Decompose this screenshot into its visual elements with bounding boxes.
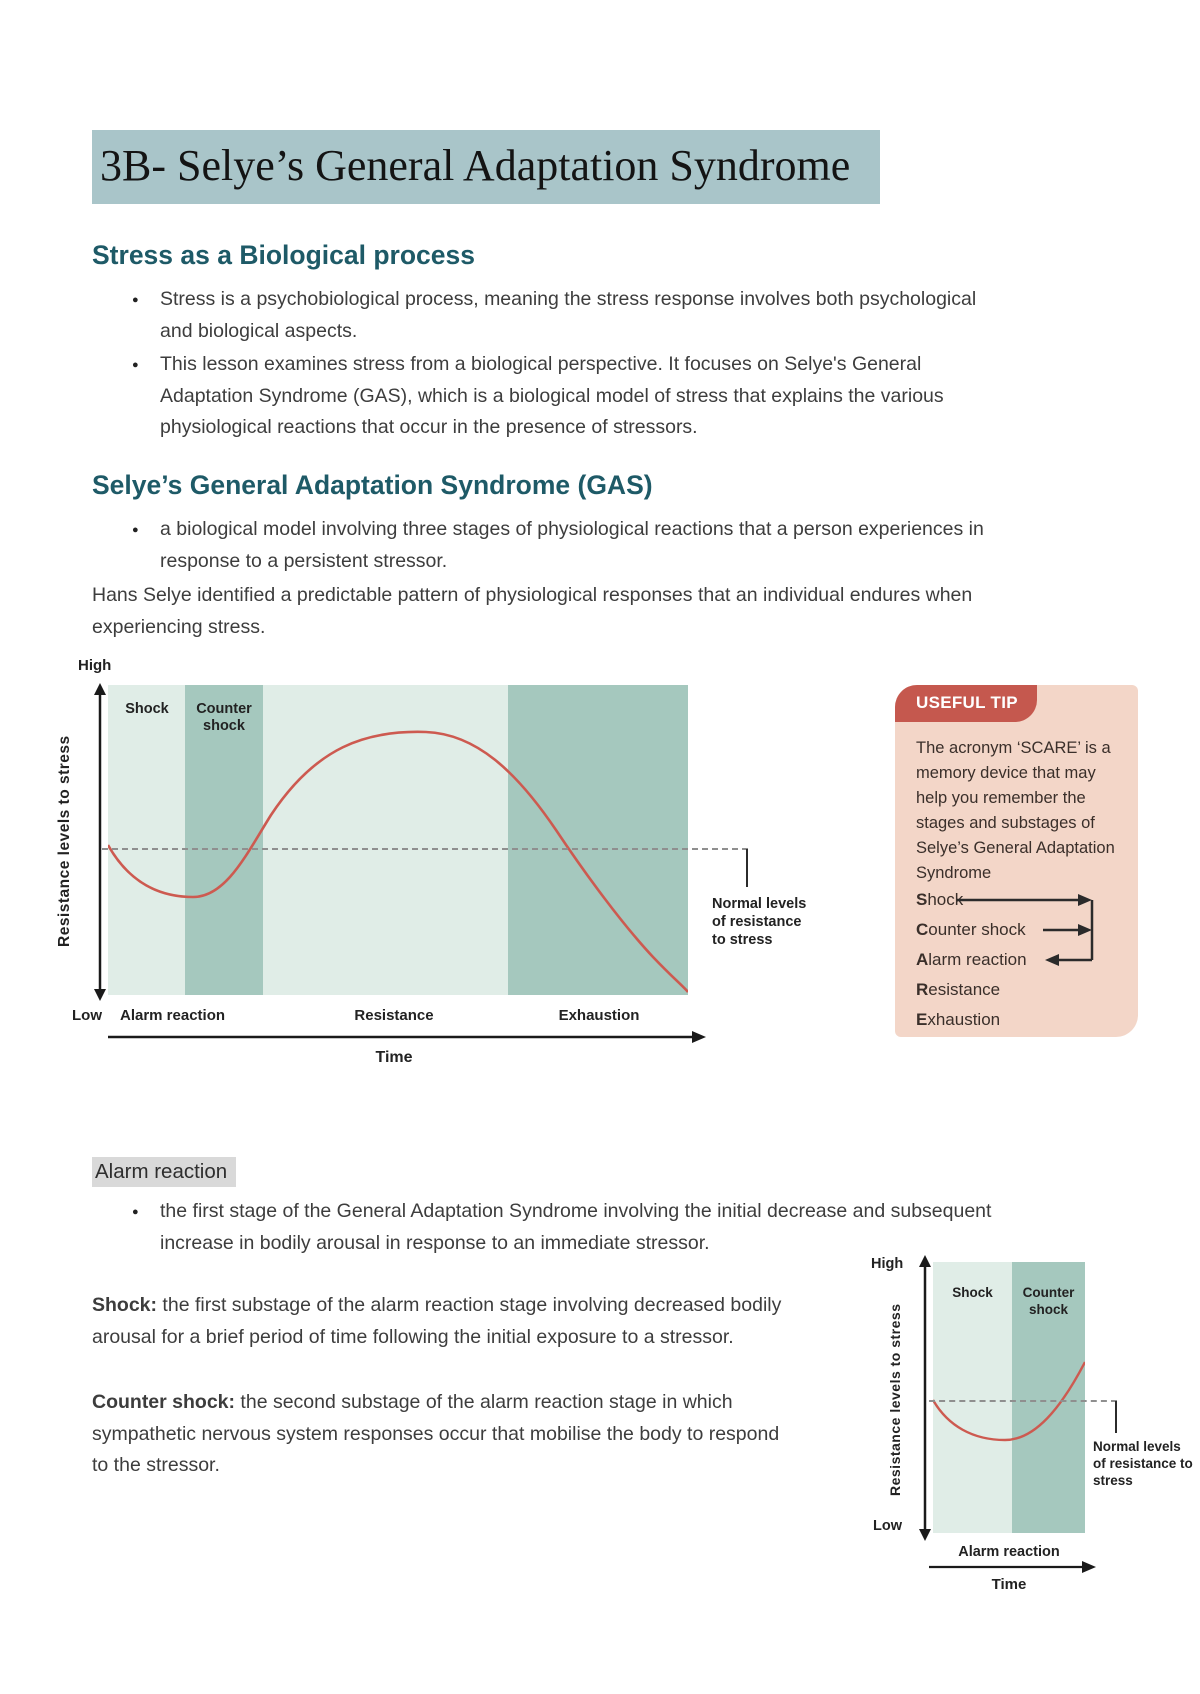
gas-stages-chart: High Resistance levels to stress Shock C… (56, 655, 806, 1105)
list-item: This lesson examines stress from a biolo… (92, 349, 992, 444)
callout-elbow-line (1115, 1401, 1117, 1433)
y-axis-arrow (919, 1255, 931, 1541)
scare-arrows-diagram (957, 894, 1094, 966)
callout-elbow-line (746, 849, 748, 887)
resistance-curve (933, 1361, 1085, 1442)
x-axis-label: Time (991, 1576, 1027, 1593)
x-axis-arrow (108, 1031, 706, 1043)
counter-shock-definition: Counter shock: the second substage of th… (92, 1387, 792, 1482)
hans-selye-paragraph: Hans Selye identified a predictable patt… (92, 584, 973, 638)
x-axis-arrow (929, 1561, 1096, 1573)
useful-tip-box: USEFUL TIP The acronym ‘SCARE’ is a memo… (895, 685, 1138, 1037)
scare-list: Shock Counter shock Alarm reaction Resis… (916, 890, 1126, 1040)
list-item: a biological model involving three stage… (92, 514, 992, 577)
page-title-highlight: 3B- Selye’s General Adaptation Syndrome (92, 130, 881, 204)
scare-item-alarm-reaction: Alarm reaction (916, 950, 1027, 969)
heading-selye-gas: Selye’s General Adaptation Syndrome (GAS… (92, 470, 653, 500)
stage-label-alarm: Alarm reaction (958, 1544, 1060, 1560)
y-axis-arrow (94, 683, 106, 1001)
counter-shock-band (1012, 1262, 1085, 1533)
x-axis-label: Time (375, 1049, 413, 1066)
counter-shock-term: Counter shock: (92, 1391, 236, 1413)
list-item: Stress is a psychobiological process, me… (92, 284, 992, 347)
shock-term: Shock: (92, 1294, 158, 1316)
useful-tip-text: The acronym ‘SCARE’ is a memory device t… (916, 739, 1115, 882)
gas-bullet-list: a biological model involving three stage… (92, 514, 992, 579)
stage-label-exhaustion: Exhaustion (558, 1007, 640, 1024)
y-axis-high-label: High (871, 1256, 904, 1272)
counter-shock-band-label: Counter shock (196, 701, 252, 734)
stage-label-resistance: Resistance (354, 1007, 434, 1024)
scare-item-exhaustion: Exhaustion (916, 1010, 1001, 1029)
y-axis-high-label: High (78, 657, 112, 674)
page-title: 3B- Selye’s General Adaptation Syndrome (92, 130, 881, 204)
shock-term-text: the first substage of the alarm reaction… (92, 1294, 782, 1348)
normal-level-dashed-line (102, 848, 748, 850)
counter-shock-band-label: Counter shock (1022, 1285, 1075, 1317)
heading-stress-biological-process: Stress as a Biological process (92, 240, 475, 270)
shock-band-label: Shock (952, 1285, 993, 1300)
alarm-plot-area: Shock Counter shock (933, 1262, 1085, 1533)
resistance-curve (108, 730, 688, 993)
alarm-reaction-highlight: Alarm reaction (92, 1157, 237, 1187)
alarm-bullet-list: the first stage of the General Adaptatio… (92, 1196, 1004, 1261)
shock-definition: Shock: the first substage of the alarm r… (92, 1290, 792, 1353)
normal-levels-callout: Normal levels of resistance to stress (1093, 1439, 1193, 1488)
exhaustion-band (508, 685, 688, 995)
shock-band-label: Shock (125, 701, 169, 717)
scare-item-shock: Shock (916, 890, 964, 909)
stress-bullet-list: Stress is a psychobiological process, me… (92, 284, 992, 446)
counter-shock-term-text: the second substage of the alarm reactio… (92, 1391, 780, 1476)
y-axis-low-label: Low (72, 1007, 102, 1024)
normal-levels-callout: Normal levels of resistance to stress (712, 896, 807, 948)
list-item: the first stage of the General Adaptatio… (92, 1196, 1004, 1259)
useful-tip-badge: USEFUL TIP (895, 685, 1037, 722)
y-axis-low-label: Low (873, 1518, 902, 1534)
alarm-reaction-heading: Alarm reaction (92, 1157, 237, 1187)
y-axis-label: Resistance levels to stress (56, 735, 73, 947)
counter-shock-band (185, 685, 263, 995)
gas-plot-area: Shock Counter shock (108, 685, 688, 995)
normal-level-dashed-line (929, 1400, 1117, 1402)
scare-item-resistance: Resistance (916, 980, 1001, 999)
alarm-reaction-chart: High Resistance levels to stress Shock C… (845, 1250, 1197, 1600)
y-axis-label: Resistance levels to stress (887, 1303, 903, 1497)
scare-item-counter-shock: Counter shock (916, 920, 1026, 939)
stage-label-alarm: Alarm reaction (120, 1007, 226, 1024)
